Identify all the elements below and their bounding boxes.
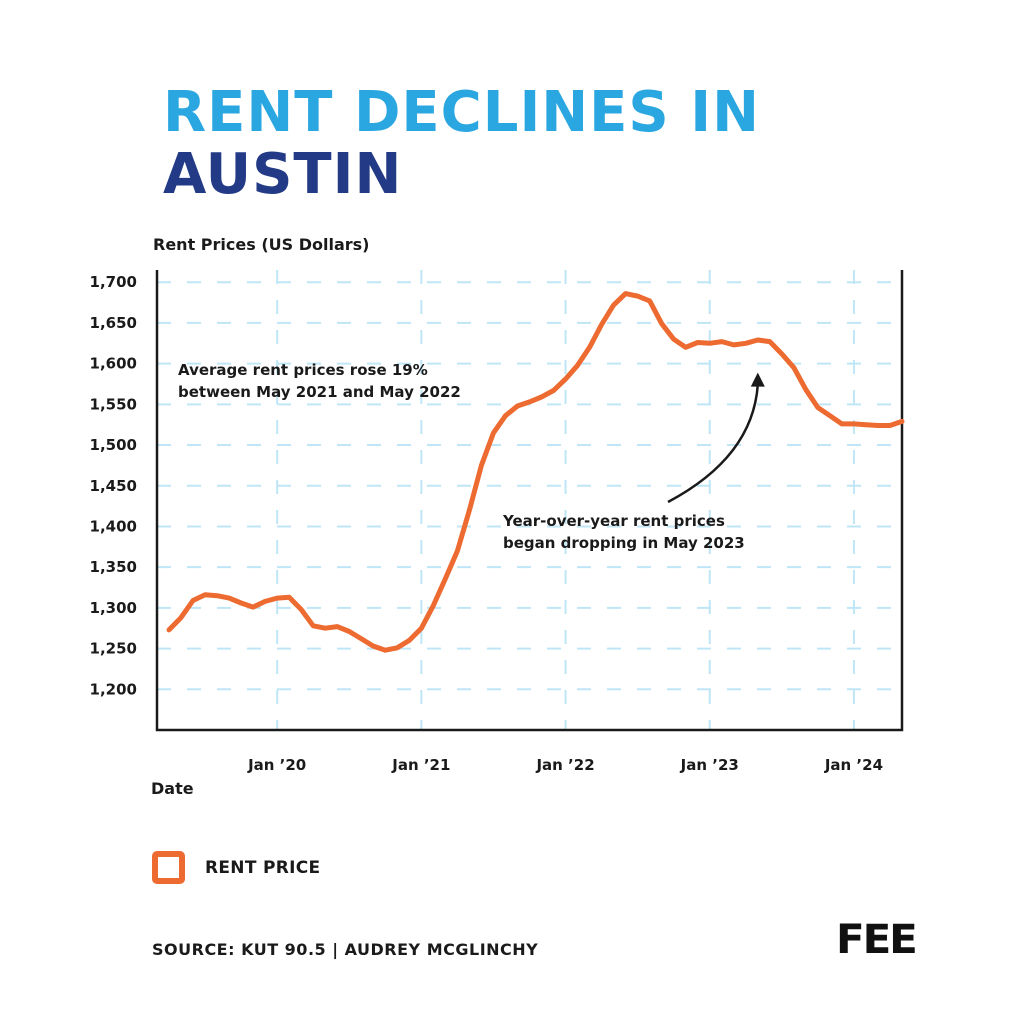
legend-swatch xyxy=(152,851,185,884)
y-tick-label-5: 1,450 xyxy=(90,477,137,495)
y-tick-label-4: 1,400 xyxy=(90,517,137,535)
y-tick-label-0: 1,200 xyxy=(90,680,137,698)
annotation-1-line-2: between May 2021 and May 2022 xyxy=(178,383,461,401)
x-tick-label-3: Jan ’23 xyxy=(680,756,739,774)
y-tick-label-2: 1,300 xyxy=(90,599,137,617)
x-tick-labels: Jan ’20 Jan ’21 Jan ’22 Jan ’23 Jan ’24 xyxy=(247,756,883,774)
y-tick-label-1: 1,250 xyxy=(90,640,137,658)
annotations: Average rent prices rose 19% between May… xyxy=(178,361,765,552)
y-tick-label-7: 1,550 xyxy=(90,395,137,413)
legend: RENT PRICE xyxy=(152,851,320,884)
annotation-1-line-1: Average rent prices rose 19% xyxy=(178,361,428,379)
plot-frame xyxy=(155,270,904,732)
y-axis-label: Rent Prices (US Dollars) xyxy=(153,235,370,254)
annotation-2-line-2: began dropping in May 2023 xyxy=(503,534,745,552)
y-tick-label-8: 1,600 xyxy=(90,355,137,373)
y-tick-label-6: 1,500 xyxy=(90,436,137,454)
x-tick-label-2: Jan ’22 xyxy=(535,756,594,774)
y-tick-label-10: 1,700 xyxy=(90,273,137,291)
series-line-rent-price xyxy=(166,291,905,653)
annotation-arrowhead xyxy=(750,372,765,387)
legend-label: RENT PRICE xyxy=(205,857,321,878)
source-credit: SOURCE: KUT 90.5 | AUDREY MCGLINCHY xyxy=(152,940,539,959)
x-tick-label-1: Jan ’21 xyxy=(391,756,450,774)
x-tick-label-4: Jan ’24 xyxy=(824,756,883,774)
y-tick-label-9: 1,650 xyxy=(90,314,137,332)
x-axis-label: Date xyxy=(151,779,194,798)
title-line-2: AUSTIN xyxy=(163,142,403,207)
y-tick-labels: 1,200 1,250 1,300 1,350 1,400 1,450 1,500 1,550… xyxy=(90,273,137,698)
annotation-1-text: Average rent prices rose 19% between May… xyxy=(178,361,461,401)
annotation-2-line-1: Year-over-year rent prices xyxy=(502,512,725,530)
title-line-1: RENT DECLINES IN xyxy=(163,80,760,145)
annotation-2-text: Year-over-year rent prices began droppin… xyxy=(502,512,745,552)
fee-logo: FEE xyxy=(836,917,918,963)
x-tick-label-0: Jan ’20 xyxy=(247,756,306,774)
chart-axes xyxy=(155,270,904,732)
annotation-arrow xyxy=(667,384,760,504)
grid-lines xyxy=(157,270,902,730)
y-tick-label-3: 1,350 xyxy=(90,558,137,576)
